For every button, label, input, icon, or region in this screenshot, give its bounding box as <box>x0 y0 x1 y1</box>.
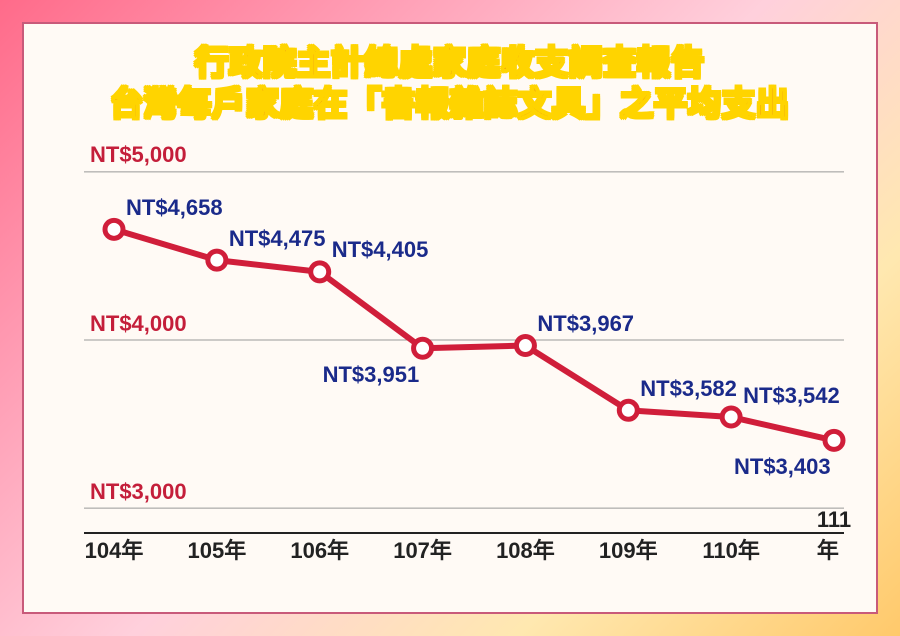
x-tick-label: 105年 <box>187 533 246 565</box>
x-tick-label: 108年 <box>496 533 555 565</box>
data-value-label: NT$4,475 <box>229 226 326 252</box>
y-tick-label: NT$5,000 <box>90 142 187 168</box>
data-value-label: NT$4,658 <box>126 195 223 221</box>
data-marker <box>516 336 534 354</box>
data-value-label: NT$4,405 <box>332 237 429 263</box>
chart-title: 行政院主計總處家庭收支調查報告 台灣每戶家庭在「書報雜誌文具」之平均支出 <box>54 42 846 125</box>
y-tick-label: NT$4,000 <box>90 311 187 337</box>
title-line-2: 台灣每戶家庭在「書報雜誌文具」之平均支出 <box>54 83 846 124</box>
data-value-label: NT$3,967 <box>537 311 634 337</box>
x-tick-label: 104年 <box>85 533 144 565</box>
chart-area: NT$3,000 NT$4,000 NT$5,000 104年 NT$4,658 105年… <box>54 135 846 565</box>
data-marker <box>619 401 637 419</box>
gradient-frame: 行政院主計總處家庭收支調查報告 台灣每戶家庭在「書報雜誌文具」之平均支出 NT$… <box>0 0 900 636</box>
x-tick-label: 109年 <box>599 533 658 565</box>
x-tick-label: 111年 <box>817 507 851 565</box>
data-marker <box>208 251 226 269</box>
data-value-label: NT$3,582 <box>640 376 737 402</box>
data-value-label: NT$3,542 <box>743 383 840 409</box>
data-marker <box>311 262 329 280</box>
data-marker <box>722 408 740 426</box>
x-tick-label: 106年 <box>290 533 349 565</box>
data-marker <box>105 220 123 238</box>
data-marker <box>825 431 843 449</box>
x-tick-label: 110年 <box>702 533 760 565</box>
data-value-label: NT$3,403 <box>734 454 831 480</box>
y-tick-label: NT$3,000 <box>90 479 187 505</box>
title-line-1: 行政院主計總處家庭收支調查報告 <box>54 42 846 83</box>
x-tick-label: 107年 <box>393 533 452 565</box>
data-value-label: NT$3,951 <box>323 362 420 388</box>
data-marker <box>414 339 432 357</box>
chart-panel: 行政院主計總處家庭收支調查報告 台灣每戶家庭在「書報雜誌文具」之平均支出 NT$… <box>22 22 878 614</box>
